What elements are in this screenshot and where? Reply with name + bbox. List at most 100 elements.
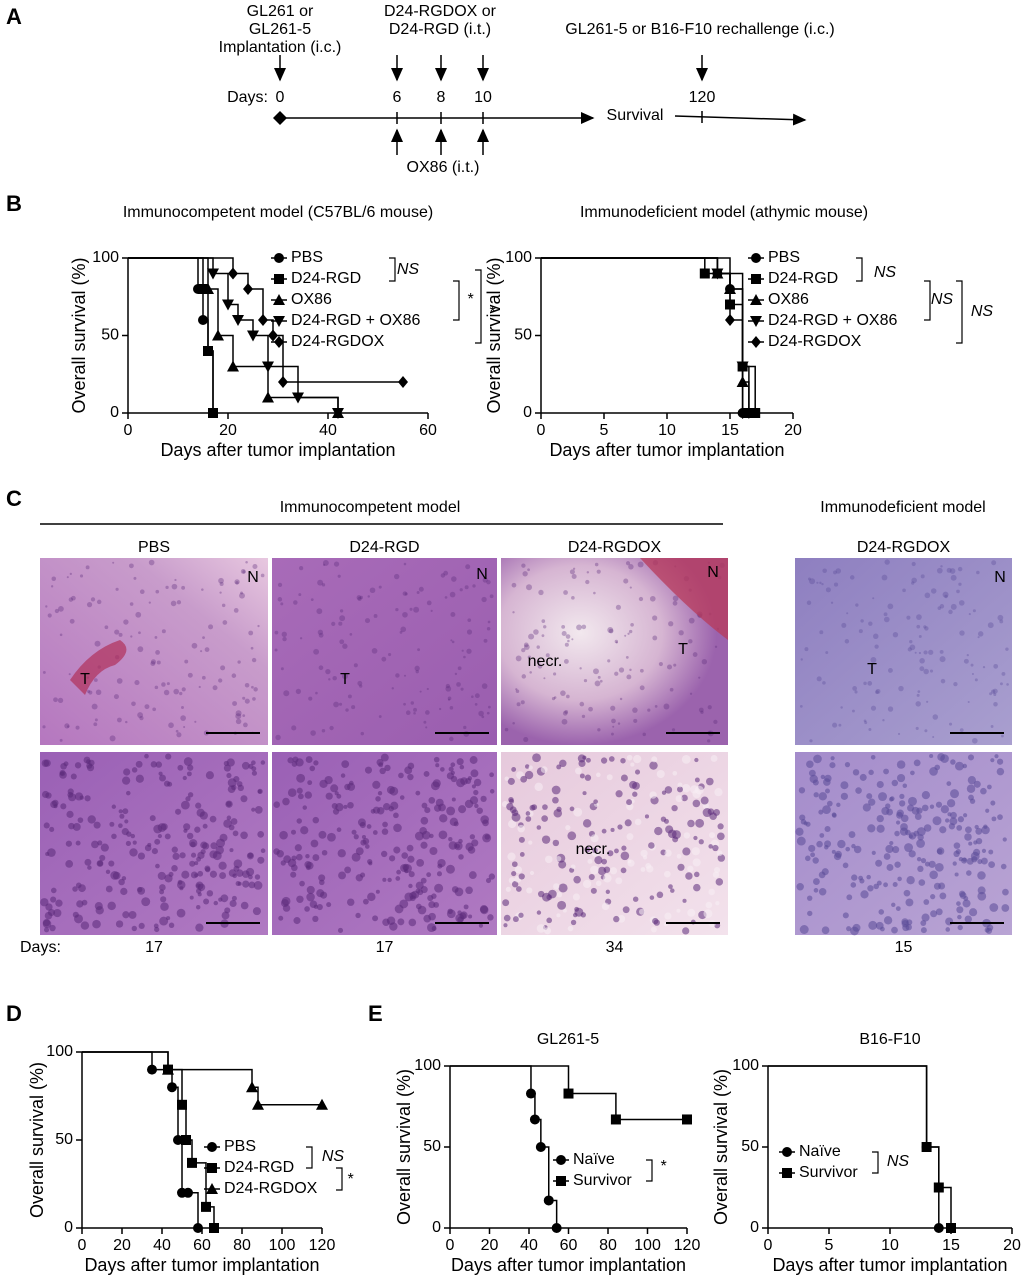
texture [253,687,258,692]
texture [49,924,56,932]
texture [658,661,663,667]
texture [899,793,905,799]
panel-label: A [6,4,22,29]
texture [528,765,533,770]
texture [359,684,363,688]
texture [878,909,885,915]
texture [1002,837,1007,842]
texture [536,924,546,933]
texture [239,592,245,599]
texture [713,719,718,724]
texture [582,791,587,796]
texture [620,774,628,782]
texture [958,890,966,898]
texture [887,706,894,712]
marker [273,294,285,305]
texture [45,605,48,608]
texture [917,690,921,693]
texture [159,889,165,895]
texture [448,766,454,772]
texture [808,769,816,777]
texture [955,848,961,855]
texture [372,915,379,922]
texture [567,639,570,643]
y-tick-label: 50 [101,327,119,344]
texture [567,831,577,841]
texture [796,836,806,846]
texture [252,697,256,701]
texture [415,790,421,796]
texture [977,636,980,639]
texture [337,927,344,933]
texture [449,736,454,742]
texture [72,886,78,892]
x-tick-label: 15 [721,422,739,439]
survival-curve [541,257,744,413]
texture [582,755,587,760]
texture [919,658,925,664]
texture [957,914,962,920]
texture [455,843,460,849]
texture [822,805,831,814]
texture [257,624,260,628]
texture [867,885,874,892]
texture [116,678,123,684]
texture [114,629,120,635]
texture [966,784,976,793]
x-tick-label: 20 [784,422,802,439]
texture [425,710,430,715]
texture [157,871,166,880]
x-tick-label: 120 [309,1237,336,1254]
texture [309,765,316,772]
texture [200,650,203,653]
texture [430,781,440,791]
texture [950,603,957,610]
texture [485,877,492,884]
texture [54,608,60,614]
texture [100,843,109,852]
texture [546,917,553,924]
texture [520,775,528,783]
texture [257,788,263,795]
texture [453,821,459,827]
texture [410,701,414,705]
texture [408,871,415,878]
texture [291,761,298,767]
days-label: Days: [20,939,61,956]
texture [168,722,174,729]
legend-label: D24-RGD [291,270,361,287]
texture [85,565,90,570]
texture [1000,863,1007,870]
texture [902,783,908,788]
texture [112,561,115,564]
texture [946,781,952,786]
significance: * [347,1171,354,1188]
texture [362,898,369,905]
texture [331,803,338,810]
texture [630,762,635,767]
y-axis-label: Overall survival (%) [394,1069,414,1225]
texture [821,582,824,586]
texture [93,678,98,682]
texture [572,567,576,570]
texture [420,816,429,825]
texture [993,693,997,697]
texture [171,865,178,872]
texture [367,892,376,902]
texture [503,914,511,922]
texture [298,593,302,597]
texture [161,682,166,687]
texture [954,872,959,877]
texture [321,849,328,856]
texture [421,802,428,809]
texture [963,813,968,818]
texture [570,919,577,926]
texture [691,847,700,856]
texture [107,901,116,911]
texture [295,688,302,695]
texture [875,859,883,867]
texture [852,923,861,932]
texture [338,621,343,626]
texture [383,803,391,811]
texture [446,806,456,816]
